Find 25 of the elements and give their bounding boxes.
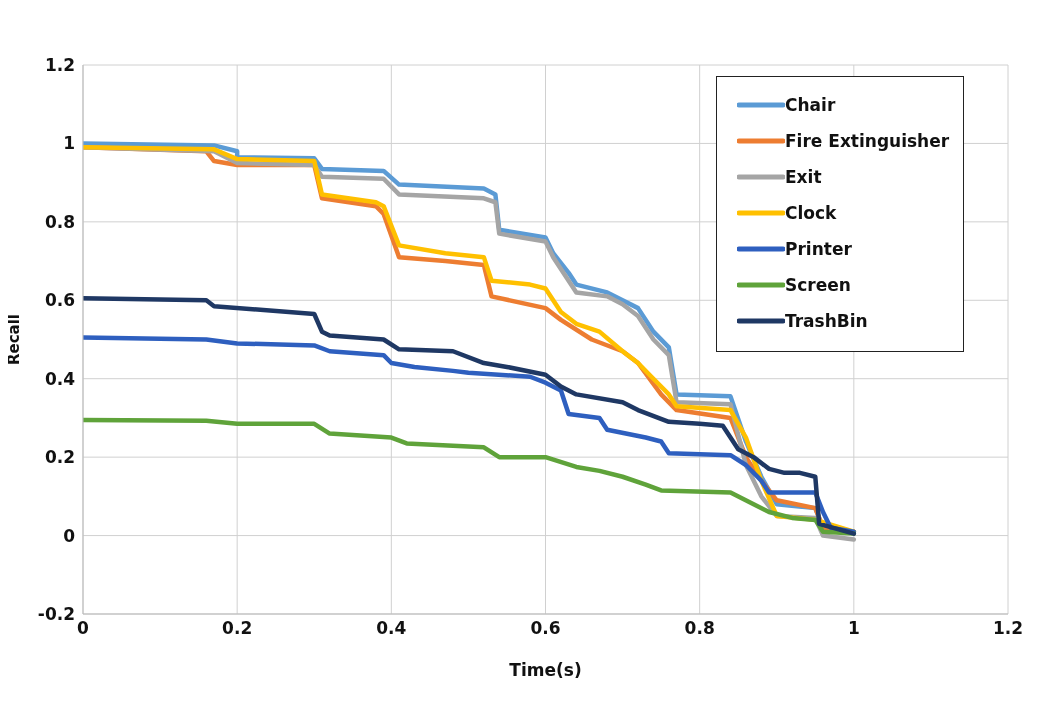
- y-tick-label: 1.2: [44, 55, 75, 76]
- legend-label: Screen: [785, 275, 851, 295]
- x-tick-label: 0.2: [222, 618, 253, 639]
- line-series: [83, 335, 857, 534]
- legend-label: Exit: [785, 167, 822, 187]
- y-axis-title: Recall: [5, 313, 24, 366]
- y-tick-label: 1: [63, 133, 75, 154]
- x-tick-label: 0.4: [376, 618, 407, 639]
- y-tick-label: 0: [63, 525, 76, 546]
- y-tick-label: 0.8: [44, 211, 75, 232]
- x-tick-label: 1: [847, 618, 860, 639]
- legend-label: Fire Extinguisher: [785, 131, 950, 151]
- x-tick-label: 0.8: [684, 618, 715, 639]
- legend-label: TrashBin: [785, 311, 868, 331]
- legend-label: Chair: [785, 95, 836, 115]
- x-axis-title: Time(s): [509, 660, 582, 680]
- legend-label: Clock: [785, 203, 837, 223]
- y-tick-label: 0.2: [44, 447, 75, 468]
- y-tick-label: 0.4: [44, 368, 76, 389]
- x-tick-label: 0: [77, 618, 90, 639]
- y-tick-label: -0.2: [37, 604, 75, 625]
- x-tick-label: 1.2: [992, 618, 1024, 639]
- legend-label: Printer: [785, 239, 852, 259]
- y-tick-label: 0.6: [44, 290, 75, 311]
- x-tick-label: 0.6: [530, 618, 561, 639]
